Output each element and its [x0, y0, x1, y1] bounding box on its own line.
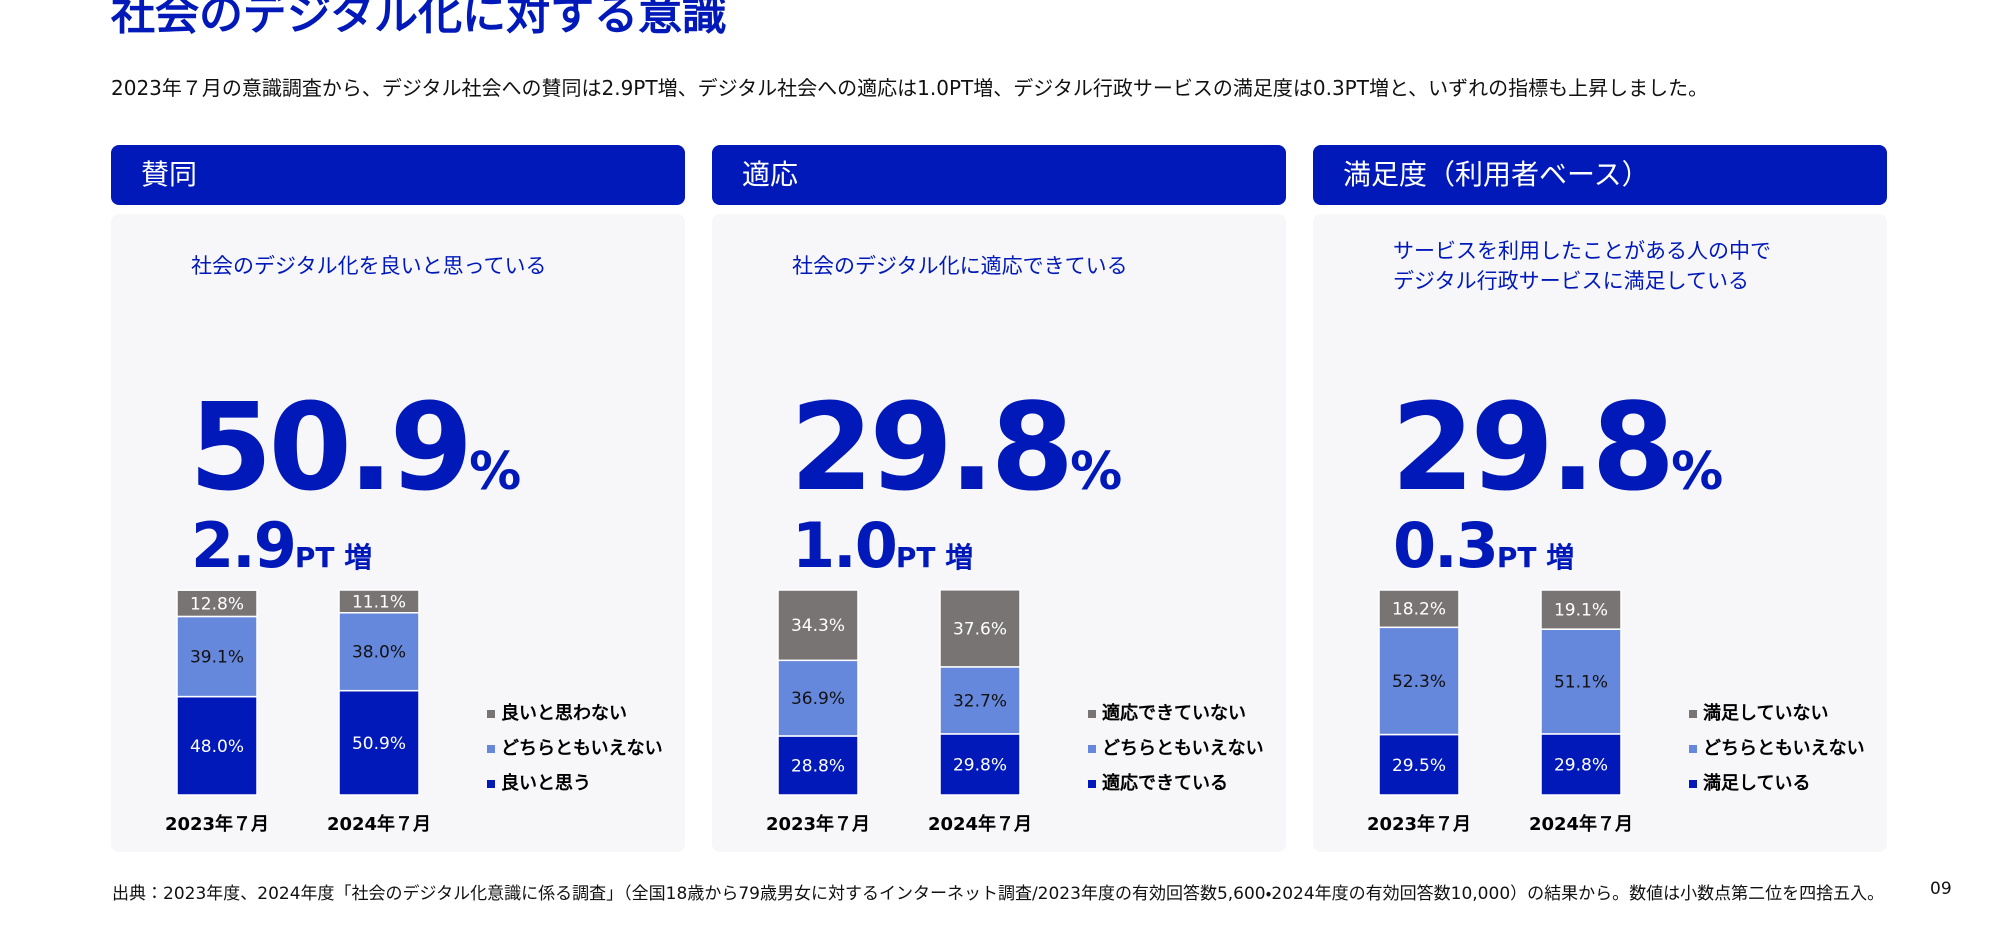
legend-label: 適応できていない	[1102, 702, 1246, 724]
data-label: 50.9%	[352, 734, 406, 754]
legend-swatch	[1088, 710, 1096, 718]
legend-swatch	[1088, 745, 1096, 753]
data-label: 29.8%	[953, 755, 1007, 775]
data-label: 39.1%	[190, 648, 244, 668]
bar-segment	[1378, 626, 1460, 736]
main-number: 29.8	[790, 379, 1074, 518]
panel-description: 社会のデジタル化を良いと思っている	[191, 254, 547, 278]
main-value: 50.9%	[189, 379, 521, 518]
bar-segment	[338, 612, 420, 692]
change-value: 1.0PT 増	[792, 509, 973, 582]
data-label: 19.1%	[1554, 601, 1608, 621]
x-tick-label: 2023年７月	[1367, 813, 1471, 835]
data-label: 11.1%	[352, 592, 406, 612]
legend-label: 適応できている	[1102, 772, 1228, 794]
main-number: 29.8	[1391, 379, 1675, 518]
data-label: 36.9%	[791, 689, 845, 709]
bar-segment	[1540, 628, 1622, 735]
change-value: 0.3PT 増	[1393, 509, 1574, 582]
change-value: 2.9PT 増	[191, 509, 372, 582]
panel-description: サービスを利用したことがある人の中で	[1393, 239, 1771, 263]
data-label: 18.2%	[1392, 600, 1446, 620]
legend-label: 満足している	[1703, 772, 1810, 794]
stacked-bar-chart: 2023年７月 48.0% 39.1% 12.8% 2024年７月 50.9% 38.0% 1…	[165, 589, 663, 835]
main-value: 29.8%	[1391, 379, 1723, 518]
data-label: 12.8%	[190, 594, 244, 614]
footer-note: 出典：2023年度、2024年度「社会のデジタル化意識に係る調査」（全国18歳か…	[112, 884, 1885, 904]
stacked-bar-chart: 2023年７月 28.8% 36.9% 34.3% 2024年７月 29.8% 32.7% 3…	[766, 589, 1264, 835]
bar-segment	[176, 615, 258, 698]
x-tick-label: 2024年７月	[928, 813, 1032, 835]
panel: 適応 社会のデジタル化に適応できている 29.8% 1.0PT 増 2023年７月 28.…	[712, 145, 1286, 852]
bar-segment	[176, 695, 258, 796]
panel-heading: 適応	[712, 145, 1286, 205]
panel-heading: 満足度（利用者ベース）	[1313, 145, 1887, 205]
change-unit: PT 増	[1496, 541, 1575, 574]
x-tick-label: 2023年７月	[766, 813, 870, 835]
x-tick-label: 2024年７月	[327, 813, 431, 835]
legend-swatch	[1088, 780, 1096, 788]
panel: 満足度（利用者ベース） サービスを利用したことがある人の中で デジタル行政サービスに…	[1313, 145, 1887, 852]
legend-label: どちらともいえない	[1102, 738, 1264, 759]
bar-segment	[338, 689, 420, 796]
change-number: 0.3	[1393, 509, 1499, 582]
slide-title: 社会のデジタル化に対する意識	[111, 0, 727, 40]
bar-segment	[777, 589, 859, 662]
data-label: 37.6%	[953, 619, 1007, 639]
main-unit: %	[1070, 442, 1123, 502]
legend-swatch	[487, 710, 495, 718]
legend-swatch	[487, 780, 495, 788]
legend-swatch	[1689, 745, 1697, 753]
legend-label: どちらともいえない	[501, 738, 663, 759]
panel-body: サービスを利用したことがある人の中で デジタル行政サービスに満足している 29.8%…	[1313, 214, 1887, 852]
bar-segment	[777, 735, 859, 796]
bar-segment	[1540, 589, 1622, 630]
data-label: 51.1%	[1554, 673, 1608, 693]
data-label: 38.0%	[352, 643, 406, 663]
lead-text: 2023年７月の意識調査から、デジタル社会への賛同は2.9PT増、デジタル社会へ…	[111, 76, 1709, 100]
main-unit: %	[1671, 442, 1724, 502]
data-label: 29.8%	[1554, 755, 1608, 775]
data-label: 52.3%	[1392, 672, 1446, 692]
panel-body: 社会のデジタル化を良いと思っている 50.9% 2.9PT 増 2023年７月 48.0…	[111, 214, 685, 852]
bar-segment	[1378, 589, 1460, 629]
legend-swatch	[1689, 780, 1697, 788]
data-label: 48.0%	[190, 737, 244, 757]
change-unit: PT 増	[294, 541, 373, 574]
change-number: 2.9	[191, 509, 297, 582]
legend-label: 良いと思わない	[501, 702, 627, 724]
bar-segment	[338, 589, 420, 614]
panel-description: 社会のデジタル化に適応できている	[792, 254, 1128, 278]
bar-segment	[939, 589, 1021, 668]
legend-swatch	[1689, 710, 1697, 718]
x-tick-label: 2023年７月	[165, 813, 269, 835]
change-number: 1.0	[792, 509, 898, 582]
panel: 賛同 社会のデジタル化を良いと思っている 50.9% 2.9PT 増 2023年７月 48…	[111, 145, 685, 852]
legend-label: 良いと思う	[501, 772, 591, 794]
panel-body: 社会のデジタル化に適応できている 29.8% 1.0PT 増 2023年７月 28.8%…	[712, 214, 1286, 852]
bar-segment	[176, 589, 258, 618]
legend-label: どちらともいえない	[1703, 738, 1865, 759]
legend-swatch	[487, 745, 495, 753]
data-label: 34.3%	[791, 616, 845, 636]
panel-heading: 賛同	[111, 145, 685, 205]
data-label: 28.8%	[791, 756, 845, 776]
bar-segment	[1540, 733, 1622, 796]
x-tick-label: 2024年７月	[1529, 813, 1633, 835]
legend-label: 満足していない	[1703, 702, 1828, 724]
bar-segment	[777, 659, 859, 737]
main-value: 29.8%	[790, 379, 1122, 518]
bar-segment	[939, 733, 1021, 796]
panel-description: デジタル行政サービスに満足している	[1393, 269, 1749, 293]
main-unit: %	[469, 442, 522, 502]
change-unit: PT 増	[895, 541, 974, 574]
stacked-bar-chart: 2023年７月 29.5% 52.3% 18.2% 2024年７月 29.8% 51.1% 1…	[1367, 589, 1865, 835]
main-number: 50.9	[189, 379, 473, 518]
data-label: 32.7%	[953, 691, 1007, 711]
data-label: 29.5%	[1392, 756, 1446, 776]
bar-segment	[1378, 733, 1460, 796]
page-number: 09	[1930, 879, 1952, 899]
